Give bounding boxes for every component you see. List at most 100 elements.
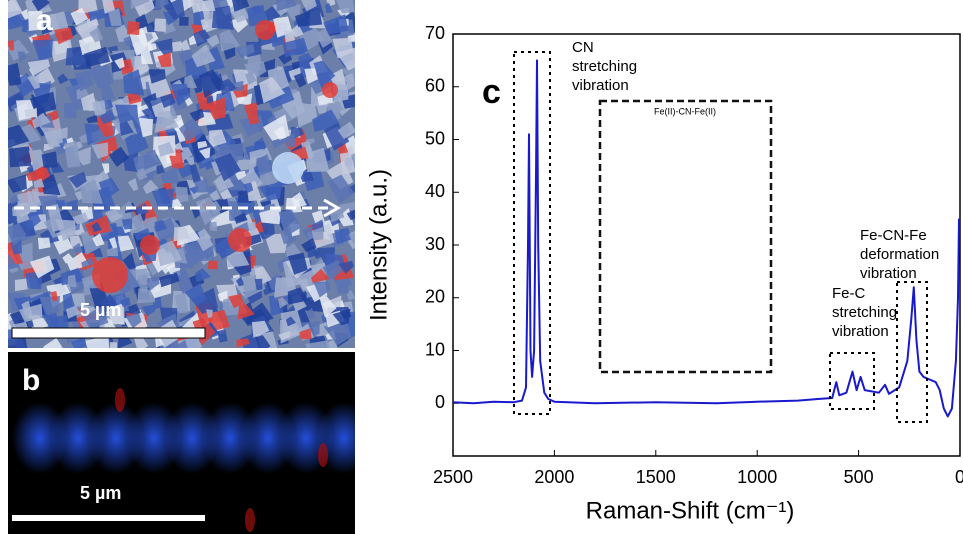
annotation: Fe-C xyxy=(832,285,866,302)
crystal xyxy=(217,329,228,343)
crystal xyxy=(65,46,87,66)
crystal xyxy=(219,29,240,52)
crystal xyxy=(299,328,312,340)
crystal xyxy=(259,76,285,104)
crystal xyxy=(154,220,167,233)
crystal xyxy=(29,255,55,279)
inset-frame xyxy=(598,99,773,374)
crystal xyxy=(337,283,349,294)
crystal xyxy=(62,253,74,264)
crystal xyxy=(214,171,235,191)
crystal xyxy=(126,91,142,105)
crystal xyxy=(244,102,259,125)
x-tick-label: 2000 xyxy=(534,467,574,487)
crystal xyxy=(27,73,40,90)
crystal xyxy=(17,51,27,63)
crystal xyxy=(195,268,211,283)
annotation: vibration xyxy=(572,77,629,94)
crystal xyxy=(145,21,157,33)
crystal xyxy=(47,204,65,232)
crystal xyxy=(253,137,266,150)
crystal xyxy=(299,25,326,51)
crystal xyxy=(293,72,307,88)
crystal xyxy=(91,221,102,233)
crystal xyxy=(83,306,109,329)
annotation: stretching xyxy=(572,58,637,75)
crystal xyxy=(123,69,145,96)
y-tick-label: 20 xyxy=(425,287,445,307)
panel-label: a xyxy=(36,4,53,37)
crystal xyxy=(184,283,207,306)
crystal xyxy=(64,141,81,168)
crystal xyxy=(107,45,118,54)
crystal xyxy=(291,192,307,208)
crystal xyxy=(8,62,22,86)
crystal xyxy=(295,7,323,27)
crystal xyxy=(304,68,318,84)
crystal xyxy=(65,305,81,319)
crystal xyxy=(92,233,105,247)
crystal xyxy=(209,190,221,202)
crystal xyxy=(8,174,27,193)
crystal xyxy=(334,228,352,245)
red-domain xyxy=(255,20,275,40)
crystal xyxy=(122,252,136,270)
crystal xyxy=(173,268,194,295)
crystal xyxy=(71,293,86,308)
crystal xyxy=(276,0,297,12)
crystal xyxy=(8,254,19,270)
crystal xyxy=(73,146,91,166)
crystal xyxy=(306,308,316,319)
crystal xyxy=(148,69,166,84)
crystal xyxy=(247,221,257,231)
annotation: stretching xyxy=(832,304,897,321)
crystal xyxy=(154,18,166,32)
crystal xyxy=(78,0,98,13)
crystal xyxy=(278,331,291,341)
crystal xyxy=(8,0,23,19)
crystal xyxy=(322,260,344,281)
crystal xyxy=(24,108,37,118)
crystal xyxy=(323,14,349,35)
crystal xyxy=(43,337,63,348)
crystal xyxy=(199,147,211,159)
crystal xyxy=(336,47,355,71)
crystal xyxy=(207,260,218,270)
red-domain xyxy=(322,82,338,98)
crystal xyxy=(259,206,282,225)
x-tick-label: 1000 xyxy=(737,467,777,487)
annotation: vibration xyxy=(832,323,889,340)
crystal xyxy=(196,234,214,252)
scale-bar-label: 5 µm xyxy=(80,483,121,503)
crystal xyxy=(269,295,284,316)
crystal xyxy=(205,309,213,319)
y-tick-label: 30 xyxy=(425,234,445,254)
crystal xyxy=(33,178,45,188)
crystal xyxy=(234,170,246,181)
crystal xyxy=(50,11,70,33)
crystal xyxy=(315,28,333,48)
crystal xyxy=(301,0,317,12)
crystal xyxy=(156,240,183,267)
crystal xyxy=(151,188,175,209)
crystal xyxy=(156,165,165,175)
crystal xyxy=(17,8,29,21)
red-signal xyxy=(245,508,255,532)
crystal xyxy=(68,171,87,189)
crystal xyxy=(311,268,330,284)
y-axis-label: Intensity (a.u.) xyxy=(365,169,392,321)
panel-label: c xyxy=(482,73,501,111)
crystal xyxy=(9,194,20,205)
crystal xyxy=(67,274,77,288)
crystal xyxy=(70,7,89,26)
red-domain xyxy=(92,257,128,293)
crystal xyxy=(171,41,182,52)
crystal xyxy=(71,212,89,226)
crystal xyxy=(41,151,58,168)
crystal xyxy=(285,243,302,257)
crystal xyxy=(86,114,98,124)
crystal xyxy=(8,124,30,148)
crystal xyxy=(237,303,255,320)
crystal xyxy=(278,297,289,309)
crystal xyxy=(336,0,355,14)
